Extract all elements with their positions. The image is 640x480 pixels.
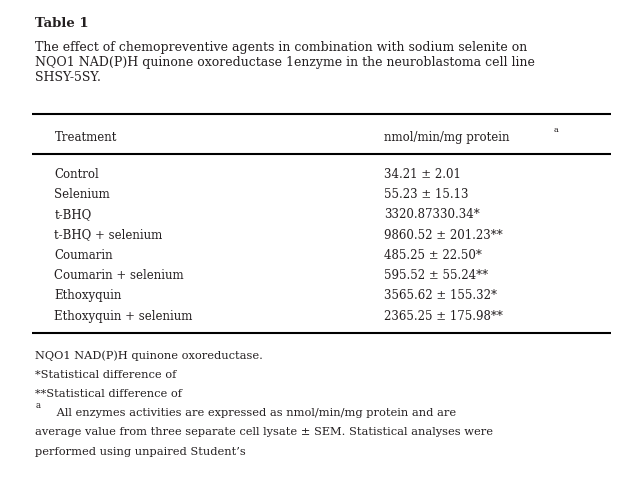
Text: Control: Control (54, 168, 99, 180)
Text: 485.25 ± 22.50*: 485.25 ± 22.50* (384, 249, 482, 262)
Text: 2365.25 ± 175.98**: 2365.25 ± 175.98** (384, 310, 503, 323)
Text: Ethoxyquin + selenium: Ethoxyquin + selenium (54, 310, 193, 323)
Text: Coumarin + selenium: Coumarin + selenium (54, 269, 184, 282)
Text: The effect of chemopreventive agents in combination with sodium selenite on
NQO1: The effect of chemopreventive agents in … (35, 41, 535, 84)
Text: Selenium: Selenium (54, 188, 110, 201)
Text: 3320.87330.34*: 3320.87330.34* (384, 208, 480, 221)
Text: average value from three separate cell lysate ± SEM. Statistical analyses were: average value from three separate cell l… (35, 428, 493, 437)
Text: Table 1: Table 1 (35, 17, 89, 30)
Text: a: a (35, 401, 40, 410)
Text: Ethoxyquin: Ethoxyquin (54, 289, 122, 302)
Text: **Statistical difference of: **Statistical difference of (35, 389, 186, 399)
Text: t-BHQ + selenium: t-BHQ + selenium (54, 228, 163, 241)
Text: a: a (554, 126, 559, 134)
Text: NQO1 NAD(P)H quinone oxoreductase.: NQO1 NAD(P)H quinone oxoreductase. (35, 351, 263, 361)
Text: nmol/min/mg protein: nmol/min/mg protein (384, 131, 509, 144)
Text: *Statistical difference of: *Statistical difference of (35, 370, 180, 380)
Text: 55.23 ± 15.13: 55.23 ± 15.13 (384, 188, 468, 201)
Text: 9860.52 ± 201.23**: 9860.52 ± 201.23** (384, 228, 503, 241)
Text: Treatment: Treatment (54, 131, 116, 144)
Text: 3565.62 ± 155.32*: 3565.62 ± 155.32* (384, 289, 497, 302)
Text: t-BHQ: t-BHQ (54, 208, 92, 221)
Text: 595.52 ± 55.24**: 595.52 ± 55.24** (384, 269, 488, 282)
Text: Coumarin: Coumarin (54, 249, 113, 262)
Text: All enzymes activities are expressed as nmol/min/mg protein and are: All enzymes activities are expressed as … (53, 408, 456, 418)
Text: performed using unpaired Student’s: performed using unpaired Student’s (35, 447, 250, 456)
Text: 34.21 ± 2.01: 34.21 ± 2.01 (384, 168, 461, 180)
